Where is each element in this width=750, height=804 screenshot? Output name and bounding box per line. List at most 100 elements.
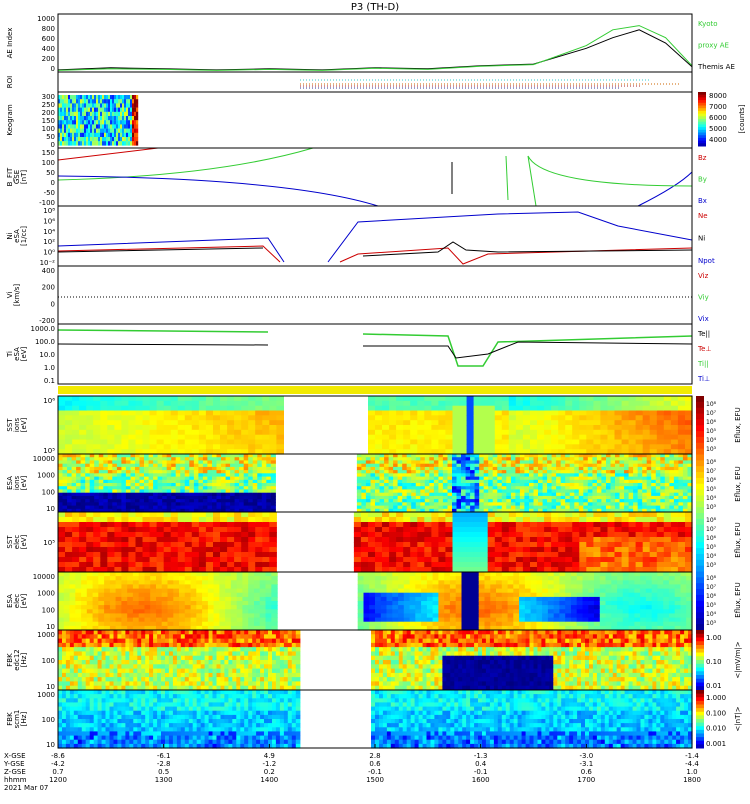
sst_i-cell (86, 396, 94, 402)
esa_e-cell (490, 625, 497, 631)
esa_i-cell (221, 460, 227, 465)
esa_e-cell (58, 609, 65, 614)
esa_i-cell (628, 508, 634, 513)
sst_i-cell (537, 415, 545, 421)
sst_e-cell (677, 527, 686, 533)
sst_e-cell (163, 522, 172, 528)
esa_i-cell (447, 457, 453, 461)
sst_i-cell (389, 434, 397, 441)
esa_i-cell (130, 476, 136, 481)
sst_e-cell (431, 532, 439, 538)
esa_e-cell (121, 613, 128, 619)
sst_e-cell (452, 512, 461, 518)
esa_e-cell (179, 601, 186, 606)
sst_e-cell (438, 512, 446, 518)
esa_i-cell (519, 483, 525, 487)
esa_e-cell (501, 576, 509, 581)
sst_e-cell (452, 537, 461, 543)
sst_e-cell (142, 542, 151, 548)
esa_e-cell (230, 601, 238, 606)
esa_e-cell (132, 592, 140, 598)
esa_i-cell (58, 463, 64, 468)
esa_i-cell (583, 473, 589, 478)
esa_e-cell (507, 580, 514, 585)
esa_i-cell (67, 460, 73, 465)
sst_i-cell (614, 434, 623, 441)
sst_i-cell (494, 439, 503, 445)
esa_i-cell (261, 457, 267, 461)
esa_i-cell (257, 499, 263, 503)
sst_e-cell (670, 547, 679, 553)
esa_i-cell (660, 483, 666, 487)
sst_e-cell (198, 557, 207, 563)
sst_i-cell (579, 449, 587, 455)
esa_e-cell (265, 625, 272, 631)
esa_e-cell (184, 596, 192, 602)
esa_i-cell (94, 502, 100, 507)
esa_i-cell (85, 476, 91, 481)
sst_e-cell (572, 562, 580, 568)
esa_e-cell (421, 613, 428, 619)
esa_i-cell (470, 486, 476, 490)
sst_i-cell (600, 439, 608, 445)
esa_e-cell (392, 584, 399, 590)
sst_i-cell (241, 400, 249, 407)
sst_i-cell (656, 439, 665, 445)
sst_e-cell (473, 557, 482, 563)
esa_e-cell (432, 576, 439, 581)
esa_i-cell (547, 508, 553, 513)
sst_i-cell (375, 405, 383, 412)
esa_i-cell (216, 460, 222, 465)
sst_i-cell (368, 410, 376, 416)
sst_e-cell (163, 532, 172, 538)
sst_i-cell (487, 396, 496, 402)
esa_i-cell (393, 463, 399, 468)
esa_e-cell (104, 576, 111, 581)
esa_i-cell (130, 483, 136, 487)
sst_e-cell (431, 562, 439, 568)
esa_i-cell (189, 483, 195, 487)
esa_i-cell (130, 495, 136, 500)
sst_e-cell (628, 522, 637, 528)
sst_i-cell (473, 420, 482, 426)
sst_i-cell (522, 405, 531, 412)
sst_e-cell (389, 512, 397, 518)
esa_e-cell (184, 613, 192, 619)
esa_e-cell (230, 609, 238, 614)
esa_i-cell (130, 492, 136, 497)
sst_e-cell (677, 547, 686, 553)
esa_i-cell (442, 479, 448, 484)
sst_e-cell (635, 532, 644, 538)
sst_i-cell (234, 396, 242, 402)
sst_e-cell (466, 552, 475, 558)
esa_i-cell (633, 457, 639, 461)
esa_i-cell (261, 486, 267, 490)
esa_i-cell (651, 470, 657, 474)
sst_e-cell (621, 542, 630, 548)
esa_i-cell (193, 454, 199, 458)
esa_i-cell (94, 495, 100, 500)
esa_i-cell (619, 489, 625, 494)
sst_e-cell (600, 562, 608, 568)
esa_i-cell (370, 483, 376, 487)
sst_i-cell (537, 400, 545, 407)
esa_i-cell (239, 499, 245, 503)
esa_i-cell (234, 479, 240, 484)
esa_e-cell (398, 609, 405, 614)
esa_i-cell (266, 466, 272, 471)
esa_i-cell (411, 454, 417, 458)
esa_e-cell (173, 596, 180, 602)
esa_i-cell (139, 495, 145, 500)
esa_e-cell (202, 617, 209, 623)
esa_i-cell (447, 479, 453, 484)
sst_e-cell (177, 532, 186, 538)
esa_i-cell (619, 505, 625, 510)
esa_i-cell (139, 508, 145, 513)
sst_i-cell (494, 420, 503, 426)
sst_i-cell (100, 425, 108, 431)
esa_i-cell (162, 495, 168, 500)
esa_e-cell (167, 592, 174, 598)
esa_e-cell (449, 609, 457, 614)
esa_i-cell (624, 457, 630, 461)
sst_e-cell (621, 517, 630, 523)
